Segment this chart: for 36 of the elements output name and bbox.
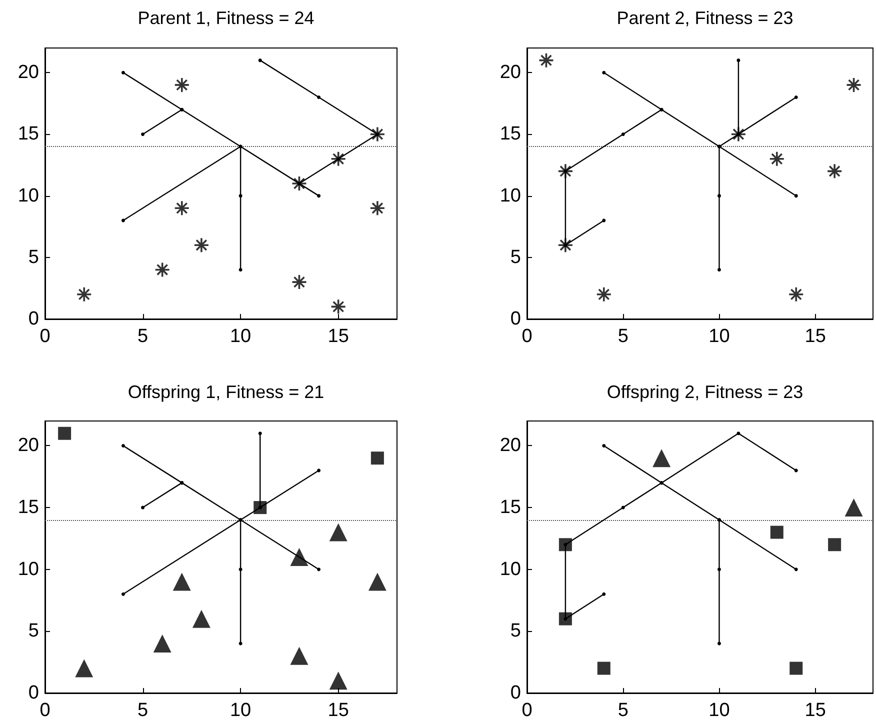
x-tick-label: 5 [137, 700, 148, 721]
y-tick-label: 0 [510, 308, 521, 330]
y-tick-label: 5 [510, 620, 521, 642]
y-tick-label: 10 [500, 185, 521, 206]
x-tick-label: 15 [804, 700, 826, 721]
chart-title: Parent 1, Fitness = 24 [138, 8, 314, 28]
y-tick-label: 5 [28, 246, 39, 268]
y-tick-label: 15 [18, 497, 39, 518]
chart-title: Parent 2, Fitness = 23 [616, 8, 794, 28]
x-tick-label: 10 [708, 700, 730, 721]
y-tick-label: 5 [28, 620, 39, 642]
x-tick-label: 5 [618, 700, 628, 721]
y-tick-label: 20 [18, 435, 39, 456]
x-tick-label: 5 [137, 326, 148, 347]
y-tick-label: 15 [18, 124, 39, 145]
y-tick-label: 20 [500, 62, 521, 84]
x-tick-label: 10 [230, 700, 252, 721]
y-tick-label: 20 [18, 62, 39, 84]
y-tick-label: 0 [28, 308, 39, 330]
x-tick-label: 10 [230, 326, 252, 347]
x-tick-label: 5 [618, 326, 628, 347]
y-tick-label: 15 [500, 497, 521, 518]
chart-title: Offspring 2, Fitness = 23 [606, 382, 804, 402]
x-tick-label: 15 [804, 326, 826, 347]
y-tick-label: 10 [18, 185, 39, 206]
y-tick-label: 10 [18, 558, 39, 580]
y-tick-label: 20 [500, 435, 521, 456]
x-tick-label: 10 [708, 326, 730, 347]
y-tick-label: 15 [500, 124, 521, 145]
y-tick-label: 10 [500, 558, 521, 580]
x-tick-label: 15 [328, 326, 349, 347]
x-tick-label: 15 [328, 700, 349, 721]
y-tick-label: 0 [510, 682, 521, 704]
chart-title: Offspring 1, Fitness = 21 [128, 382, 324, 402]
y-tick-label: 0 [28, 682, 39, 704]
y-tick-label: 5 [510, 246, 521, 268]
